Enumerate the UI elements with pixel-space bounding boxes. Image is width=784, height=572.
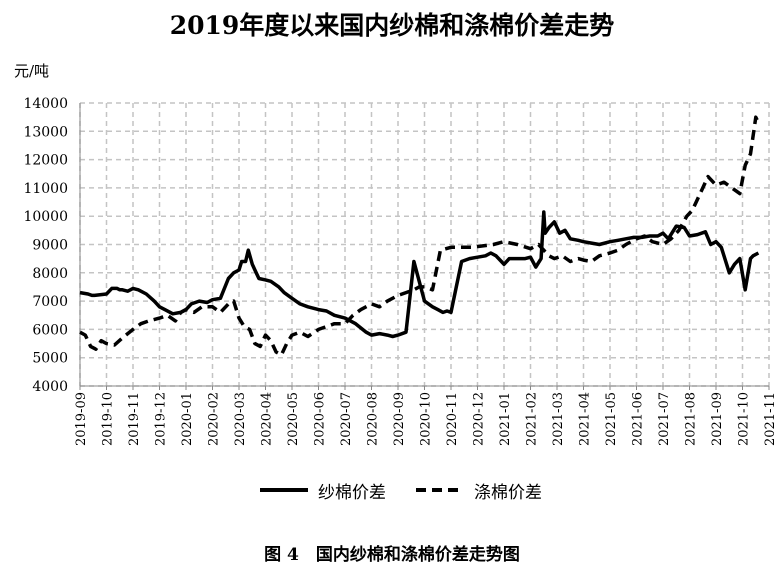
x-tick-label: 2020-08 [366,392,381,446]
series-line-yarn-cotton [79,210,760,339]
legend-label-poly-cotton: 涤棉价差 [474,482,542,503]
y-tick-label: 8000 [32,266,68,282]
x-tick-label: 2019-12 [154,392,169,446]
x-tick-label: 2020-11 [445,392,460,446]
x-tick-label: 2020-06 [313,392,328,446]
x-tick-label: 2019-11 [127,392,142,446]
y-tick-label: 10000 [23,209,68,225]
y-axis-ticks: 4000 5000 6000 7000 8000 9000 10000 11000 12000 1… [23,96,68,395]
x-tick-label: 2020-09 [392,392,407,446]
series-line-poly-cotton [79,115,760,357]
x-tick-label: 2020-02 [207,392,222,446]
y-axis-unit-label: 元/吨 [14,62,50,80]
x-tick-label: 2020-05 [286,392,301,446]
y-tick-label: 7000 [32,294,68,310]
x-tick-label: 2021-02 [525,392,540,446]
legend-dashed-line-swatch [416,488,464,492]
y-tick-label: 5000 [32,351,68,367]
x-tick-label: 2021-07 [657,392,672,446]
figure-caption: 图 4 国内纱棉和涤棉价差走势图 [264,545,520,565]
legend-item-yarn-cotton: 纱棉价差 [258,478,386,503]
x-tick-label: 2019-10 [101,392,116,446]
x-tick-label: 2020-10 [419,392,434,446]
x-tick-label: 2020-03 [233,392,248,446]
x-tick-label: 2021-03 [551,392,566,446]
y-tick-label: 11000 [23,181,68,197]
x-tick-label: 2021-10 [737,392,752,446]
y-tick-label: 12000 [23,153,68,169]
x-tick-label: 2021-05 [604,392,619,446]
y-tick-label: 9000 [32,238,68,254]
legend-solid-line-swatch [260,488,308,492]
x-tick-label: 2021-11 [763,392,778,446]
x-tick-label: 2020-07 [339,392,354,446]
y-tick-label: 6000 [32,322,68,338]
x-tick-label: 2020-01 [180,392,195,446]
series-lines [79,115,760,357]
x-tick-label: 2020-04 [260,392,275,446]
chart-legend: 纱棉价差 涤棉价差 [258,478,570,503]
legend-item-poly-cotton: 涤棉价差 [414,478,542,503]
x-tick-label: 2020-12 [472,392,487,446]
y-tick-label: 4000 [32,379,68,395]
x-tick-label: 2021-01 [498,392,513,446]
x-tick-label: 2021-08 [684,392,699,446]
x-axis-ticks: 2019-09 2019-10 2019-11 2019-12 2020-01 2020-… [74,386,778,446]
x-tick-label: 2021-09 [710,392,725,446]
chart-title: 2019年度以来国内纱棉和涤棉价差走势 [169,11,615,40]
x-tick-label: 2021-06 [631,392,646,446]
x-tick-label: 2021-04 [578,392,593,446]
x-tick-label: 2019-09 [74,392,89,446]
y-tick-label: 14000 [23,96,68,112]
legend-label-yarn-cotton: 纱棉价差 [318,482,386,503]
y-tick-label: 13000 [23,124,68,140]
